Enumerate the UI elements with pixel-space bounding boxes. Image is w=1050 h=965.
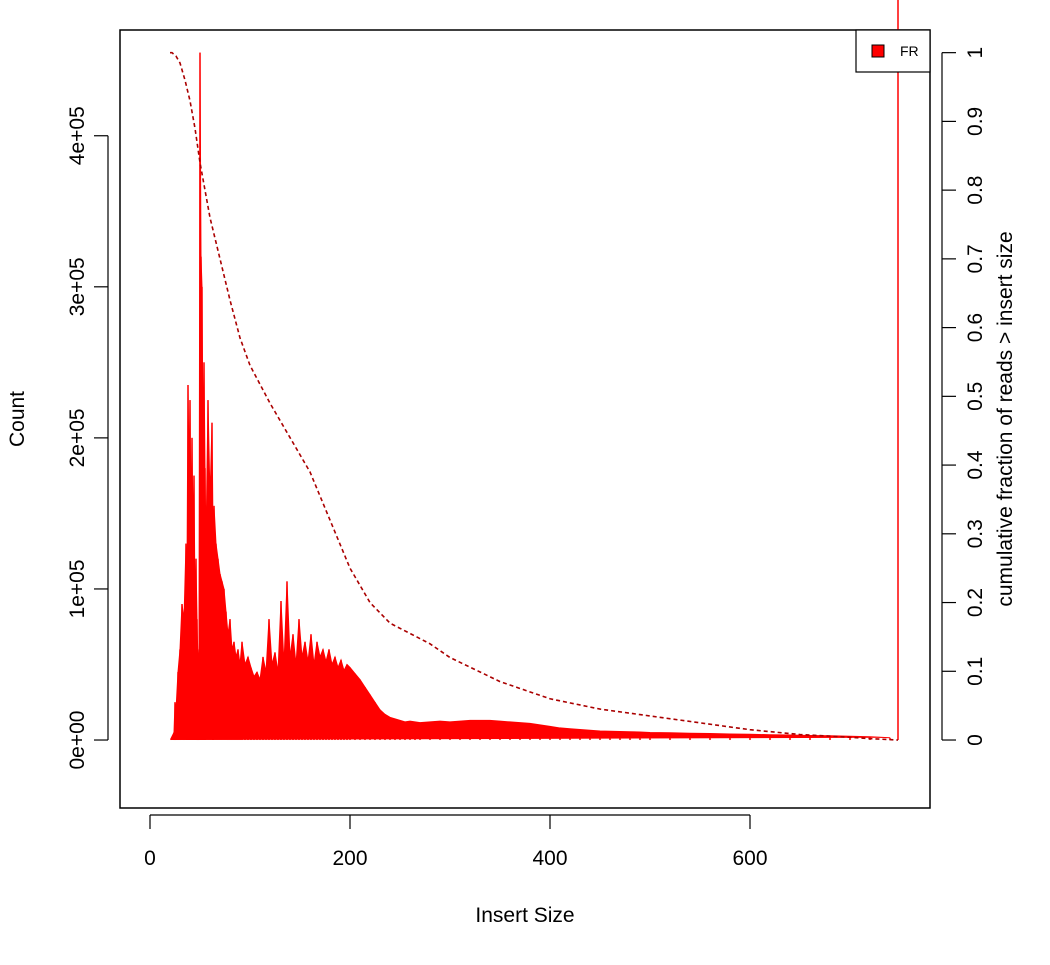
y-axis-right-title: cumulative fraction of reads > insert si… [994,231,1017,606]
x-tick-label: 400 [532,847,567,870]
y-right-tick-label: 0.3 [964,519,987,548]
legend: FR [855,29,931,73]
x-axis: 0 200 400 600 [144,814,768,870]
legend-label: FR [900,43,919,59]
legend-swatch [871,44,885,58]
y-right-tick-label: 0 [964,734,987,746]
y-tick-label: 3e+05 [66,257,89,316]
y-tick-label: 0e+00 [66,711,89,770]
x-tick-label: 600 [732,847,767,870]
y-axis-title: Count [6,391,29,447]
y-right-tick-label: 0.7 [964,244,987,273]
x-tick-label: 200 [332,847,367,870]
x-axis-title: Insert Size [475,904,574,927]
y-right-tick-label: 0.6 [964,313,987,342]
y-right-tick-label: 0.5 [964,382,987,411]
y-right-tick-label: 0.4 [964,450,987,480]
y-right-tick-label: 0.2 [964,588,987,617]
histogram-area [170,52,891,741]
plot-frame [119,29,931,809]
y-right-tick-label: 0.8 [964,176,987,205]
y-right-tick-label: 1 [964,47,987,59]
cumulative-fraction-line [170,51,899,741]
y-right-tick-label: 0.9 [964,107,987,136]
legend-box [855,29,931,73]
y-axis-left: 0e+00 1e+05 2e+05 3e+05 4e+05 [66,106,109,770]
y-right-tick-label: 0.1 [964,657,987,686]
y-tick-label: 4e+05 [66,106,89,165]
y-tick-label: 2e+05 [66,408,89,467]
y-axis-right: 0 0.1 0.2 0.3 0.4 0.5 0.6 0.7 0.8 0.9 1 [941,47,987,746]
y-tick-label: 1e+05 [66,559,89,618]
x-tick-label: 0 [144,847,156,870]
